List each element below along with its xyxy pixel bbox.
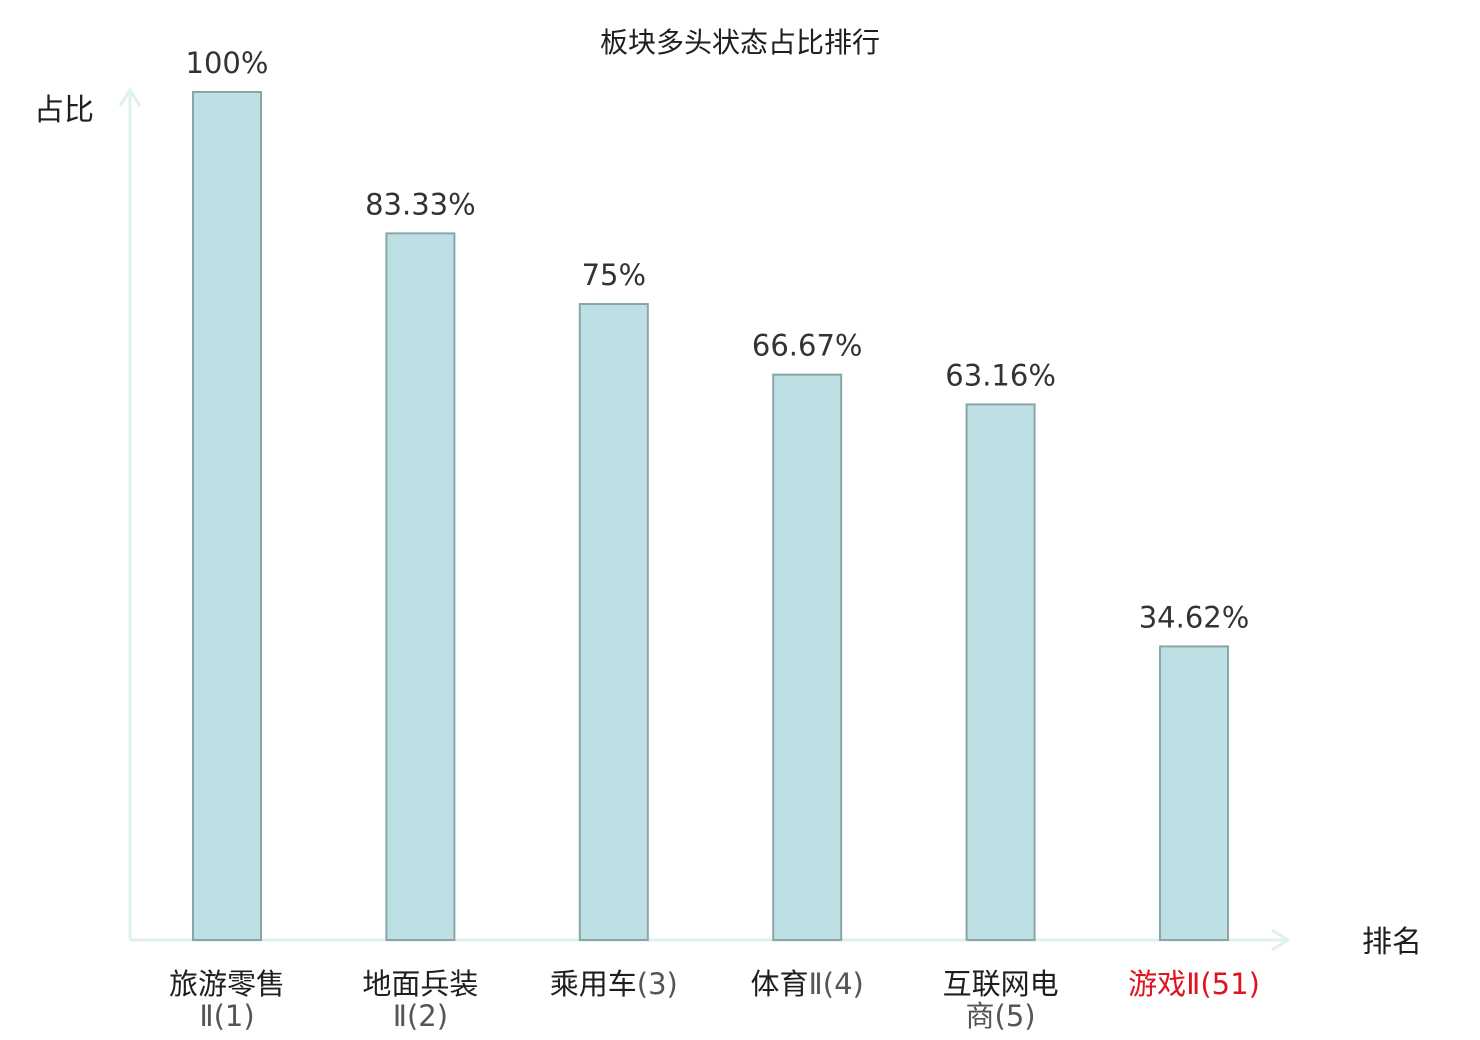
category-label-4: 体育Ⅱ(4) [751, 967, 864, 1001]
category-label-2: 地面兵装 [362, 967, 478, 1001]
bar-2 [385, 232, 456, 942]
category-suffix-6: Ⅱ(51) [1186, 967, 1260, 1001]
value-label-2: 83.33% [365, 187, 476, 221]
category-suffix-2: Ⅱ(2) [393, 999, 448, 1033]
bar-1 [192, 91, 262, 941]
category-suffix-4: Ⅱ(4) [809, 967, 864, 1001]
category-name-3: 乘用车 [550, 967, 637, 1001]
category-name-6: 游戏 [1128, 967, 1186, 1001]
bars-group [192, 91, 1229, 942]
bar-3 [578, 303, 649, 941]
category-suffix-3: (3) [637, 967, 678, 1001]
bar-5 [965, 403, 1036, 941]
category-label-6: 游戏Ⅱ(51) [1128, 967, 1260, 1001]
category-label-1: 旅游零售 [169, 967, 285, 1001]
y-axis-arrow [118, 87, 142, 107]
value-labels-group: 100% 83.33% 75% 66.67% 63.16% 34.62% [186, 46, 1250, 634]
category-suffix-5: 商(5) [966, 999, 1036, 1033]
value-label-4: 66.67% [752, 329, 863, 363]
y-axis-label: 占比 [34, 93, 94, 128]
value-label-1: 100% [186, 46, 269, 80]
bar-6 [1159, 645, 1229, 942]
value-label-5: 63.16% [945, 358, 1056, 392]
bar-4 [772, 373, 843, 941]
x-axis-label: 排名 [1362, 925, 1422, 960]
category-suffix-1: Ⅱ(1) [199, 999, 254, 1033]
chart-title: 板块多头状态占比排行 [600, 26, 880, 59]
category-label-3: 乘用车(3) [550, 967, 678, 1001]
value-label-3: 75% [582, 258, 646, 292]
x-axis-arrow [1271, 928, 1291, 952]
axes [118, 87, 1291, 952]
value-label-6: 34.62% [1139, 600, 1250, 634]
category-label-5: 互联网电 [943, 967, 1059, 1001]
category-name-4: 体育 [751, 967, 809, 1001]
